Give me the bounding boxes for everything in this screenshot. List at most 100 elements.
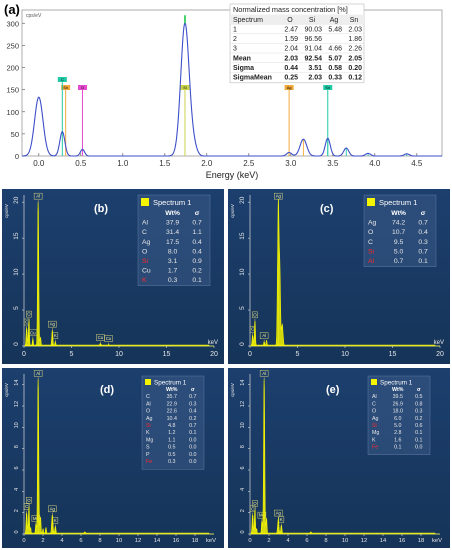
table-sigma-value: 0.2 [415,416,422,422]
legend-swatch [145,379,151,385]
y-tick-label-a: 0 [15,152,19,161]
x-tick-label: 14 [380,538,387,544]
table-cell-a: 2.04 [284,46,298,53]
table-sigma-value: 0.1 [418,258,428,265]
table-wt-value: 5.0 [394,248,404,255]
table-header-wt: Wt% [166,387,178,393]
table-wt-value: 22.6 [167,409,177,415]
table-cell-a: 5.07 [328,55,342,62]
x-unit-label: keV [434,340,444,346]
spectrum-trace [24,202,214,347]
table-wt-value: 37.9 [166,220,179,227]
x-tick-label: 5 [70,351,74,358]
y-tick-label: 12 [240,401,246,407]
y-tick-label: 10 [13,268,20,276]
element-marker-label: Al [36,371,40,376]
x-unit-label: keV [208,340,218,346]
legend-swatch [371,379,377,385]
element-marker-label-a: Si [183,86,187,90]
element-marker-box [48,320,57,328]
table-element: Si [146,423,151,429]
element-marker-box [33,370,43,377]
table-element: Si [142,258,149,265]
table-element: C [142,229,147,236]
x-tick-label: 0 [248,351,252,358]
table-header-sigma: σ [191,387,195,393]
legend-box [137,194,211,287]
y-tick-label-a: 150 [6,86,19,95]
element-marker-box [48,505,57,513]
table-wt-value: 6.0 [394,416,401,422]
table-cell-a: Sigma [233,65,254,72]
x-tick-label: 5 [296,351,300,358]
element-marker-box [278,516,285,523]
x-axis-label-a: Energy (keV) [206,170,259,180]
element-marker-label: Mg [259,513,266,518]
panel-a-letter: (a) [4,2,20,17]
table-wt-value: 8.0 [168,248,178,255]
x-tick-label: 10 [115,351,123,358]
y-unit-label: cps/eV [4,204,9,218]
table-cell-a: 92.54 [304,55,322,62]
y-tick-label: 14 [14,380,20,386]
table-element: P [146,452,150,458]
table-cell-a: 1 [233,27,237,34]
table-header-sigma: σ [195,210,200,217]
table-header-wt: Wt% [392,387,404,393]
table-sigma-value: 0.4 [192,248,202,255]
element-marker-box-a [323,85,333,90]
table-wt-value: 0.7 [394,258,404,265]
table-cell-a: 2 [233,36,237,43]
table-sigma-value: 0.7 [418,248,428,255]
table-wt-value: 5.0 [394,423,401,429]
x-tick-label-a: 4.5 [411,159,423,168]
table-wt-value: 3.1 [168,258,178,265]
table-element: Ag [146,416,153,422]
table-cell-a: 2.05 [348,55,362,62]
table-wt-value: 10.7 [392,229,405,236]
x-tick-label-a: 1.0 [117,159,129,168]
table-wt-value: 18.0 [393,409,403,415]
table-sigma-value: 0.1 [192,277,202,284]
element-marker-box-a [61,85,71,90]
table-element: Fe [372,445,378,451]
x-tick-label: 10 [341,351,349,358]
table-header-a: Sn [350,17,359,24]
element-marker-label: Cu [98,335,104,340]
table-sigma-value: 0.4 [189,409,196,415]
panel-letter: (e) [326,384,340,396]
x-tick-label-a: 4.0 [369,159,381,168]
table-sigma-value: 0.8 [415,401,422,407]
table-sigma-value: 0.5 [415,394,422,400]
legend-swatch [141,198,149,206]
table-cell-a: 0.58 [328,65,342,72]
table-sigma-value: 0.1 [415,430,422,436]
legend-box [363,194,437,267]
table-sigma-value: 0.2 [192,268,202,275]
x-tick-label: 12 [361,538,367,544]
legend-box [141,375,205,470]
table-sigma-value: 0.6 [415,423,422,429]
y-tick-label: 10 [14,422,20,428]
y-tick-label: 15 [239,232,246,240]
x-tick-label: 4 [286,538,290,544]
table-sigma-value: 0.0 [415,445,422,451]
x-tick-label: 16 [399,538,405,544]
y-tick-label: 6 [14,466,20,469]
table-sigma-value: 0.7 [418,220,428,227]
x-unit-label: keV [432,538,442,544]
element-marker-label: Cu [30,330,36,335]
element-marker-box [257,511,267,519]
table-cell-a: 1.86 [348,36,362,43]
table-wt-value: 0.1 [394,445,401,451]
x-tick-label: 0 [22,538,25,544]
table-cell-a: 0.33 [328,75,342,82]
y-tick-label: 10 [240,422,246,428]
table-cell-a: 96.56 [304,36,322,43]
table-cell-a: 2.03 [308,75,322,82]
table-wt-value: 17.5 [166,239,179,246]
x-tick-label: 20 [436,351,444,358]
element-marker-label: C [251,327,254,332]
x-tick-label: 0 [22,351,26,358]
